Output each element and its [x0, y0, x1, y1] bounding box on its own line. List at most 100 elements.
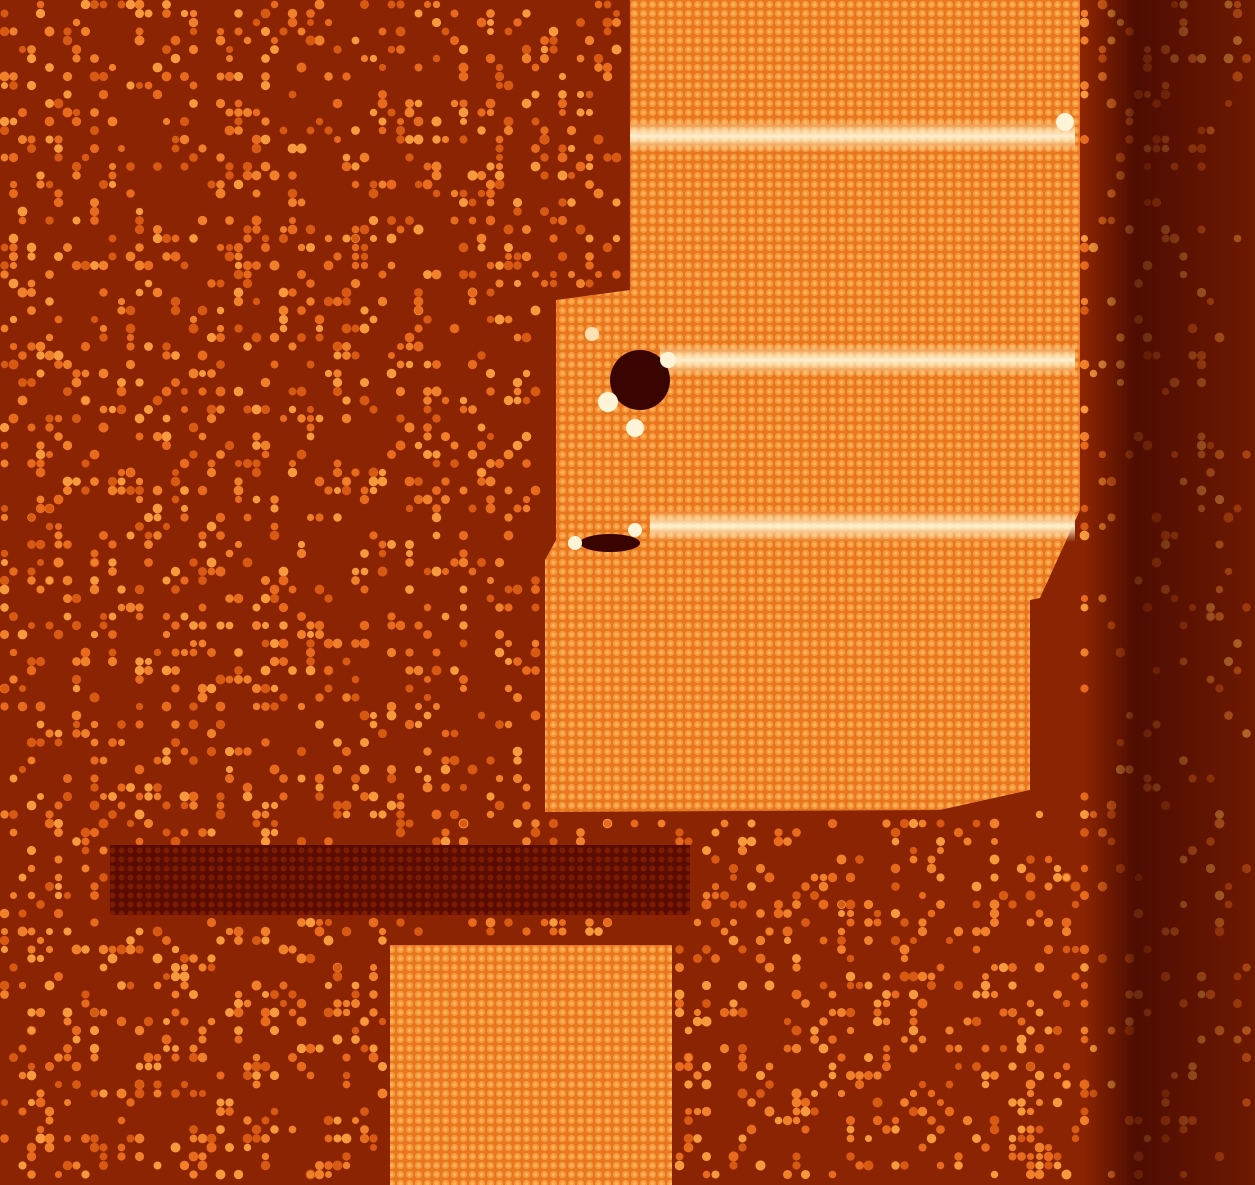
adatom [387, 774, 396, 783]
adatom [72, 261, 81, 270]
adatom [693, 1071, 701, 1079]
adatom [297, 918, 306, 927]
adatom [324, 126, 332, 134]
adatom [243, 783, 252, 792]
adatom [288, 171, 297, 180]
adatom [396, 0, 404, 8]
adatom [450, 558, 459, 567]
adatom [910, 856, 918, 864]
adatom [397, 226, 405, 234]
adatom [252, 144, 262, 154]
adatom [207, 648, 216, 657]
adatom [397, 118, 404, 125]
adatom [333, 1161, 343, 1171]
adatom [1054, 865, 1061, 872]
adatom [216, 810, 226, 820]
adatom [874, 910, 881, 917]
adatom [9, 27, 17, 35]
adatom [441, 828, 449, 836]
adatom [289, 217, 296, 224]
adatom [117, 1152, 125, 1160]
adatom [963, 1017, 971, 1025]
adatom [199, 541, 207, 549]
adatom [171, 684, 179, 692]
adatom [1026, 891, 1036, 901]
adatom [189, 99, 198, 108]
adatom [189, 153, 198, 162]
adatom [684, 1062, 693, 1071]
adatom [126, 306, 135, 315]
adatom [468, 450, 478, 460]
adatom [864, 1071, 873, 1080]
adatom [1026, 1026, 1035, 1035]
adatom [928, 910, 936, 918]
adatom [847, 955, 855, 963]
adatom [0, 981, 9, 991]
adatom [171, 585, 180, 594]
adatom [414, 342, 424, 352]
adatom [225, 108, 233, 116]
adatom [765, 963, 774, 972]
adatom [756, 936, 765, 945]
adatom [109, 64, 116, 71]
adatom [846, 1152, 855, 1161]
adatom [99, 180, 108, 189]
dark-band [110, 845, 690, 915]
adatom [162, 72, 172, 82]
adatom [45, 270, 54, 279]
adatom [702, 1080, 712, 1090]
adatom [549, 45, 557, 53]
adatom [181, 10, 188, 17]
adatom [306, 297, 314, 305]
adatom [153, 1080, 161, 1088]
adatom [297, 1044, 306, 1053]
adatom [63, 486, 72, 495]
adatom [945, 1107, 954, 1116]
adatom [333, 738, 342, 747]
adatom [864, 936, 873, 945]
adatom [441, 477, 449, 485]
adatom [279, 639, 289, 649]
adatom [153, 288, 163, 298]
adatom [73, 217, 81, 225]
adatom [72, 171, 81, 180]
adatom [90, 1008, 99, 1017]
adatom [306, 666, 316, 676]
adatom [270, 495, 279, 504]
adatom [0, 117, 9, 126]
adatom [199, 640, 207, 648]
adatom [153, 954, 163, 964]
adatom [522, 45, 531, 54]
adatom [324, 594, 332, 602]
adatom [18, 909, 26, 917]
adatom [279, 657, 288, 666]
adatom [207, 1134, 217, 1144]
adatom [208, 1018, 216, 1026]
adatom [433, 1, 440, 8]
adatom [414, 666, 423, 675]
adatom [1063, 1000, 1070, 1007]
adatom [487, 109, 494, 116]
adatom [171, 252, 181, 262]
adatom [280, 1000, 287, 1007]
adatom [405, 216, 414, 225]
adatom [315, 792, 324, 801]
adatom [270, 1008, 280, 1018]
adatom [729, 1152, 739, 1162]
adatom [271, 802, 278, 809]
adatom [118, 469, 125, 476]
adatom [216, 936, 224, 944]
adatom [973, 820, 981, 828]
adatom [369, 972, 378, 981]
adatom [306, 36, 316, 46]
adatom [721, 820, 729, 828]
adatom [982, 1081, 989, 1088]
adatom [55, 316, 63, 324]
adatom [675, 1161, 684, 1170]
adatom [198, 486, 207, 495]
adatom [1072, 946, 1079, 953]
adatom [585, 252, 594, 261]
adatom [171, 567, 180, 576]
adatom [234, 477, 242, 485]
adatom [36, 450, 45, 459]
